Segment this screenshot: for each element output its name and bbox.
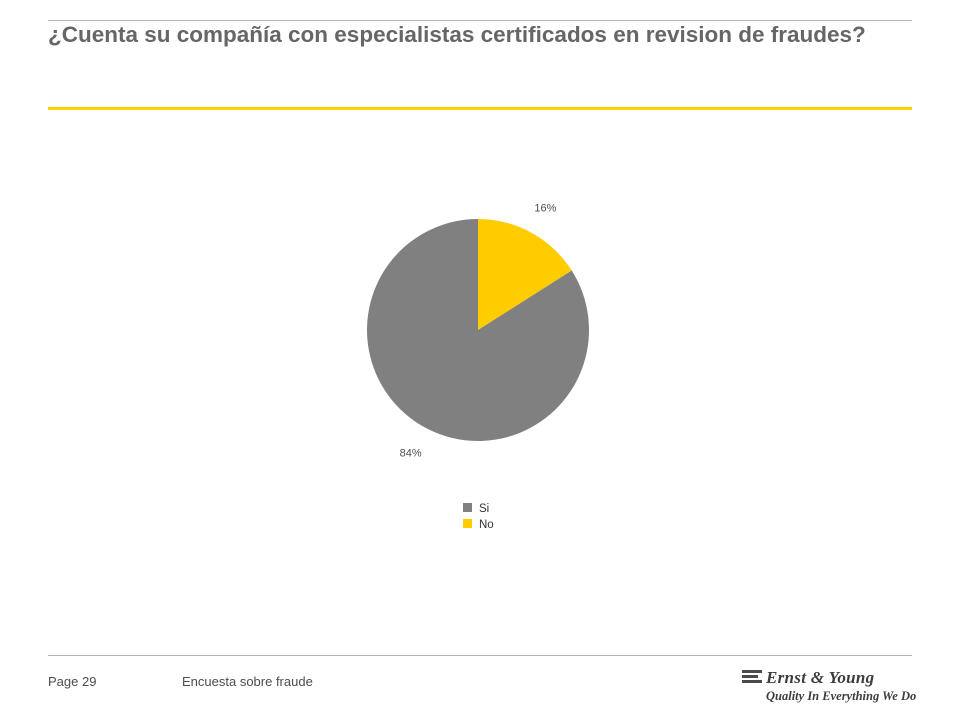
top-divider	[48, 20, 912, 21]
legend-label-no: No	[479, 519, 494, 531]
legend-swatch-si	[463, 503, 472, 512]
chart-legend: Si No	[463, 503, 494, 531]
page-number: Page 29	[48, 674, 97, 689]
logo-company-name: Ernst & Young	[766, 668, 875, 687]
pie-slice-si	[367, 219, 590, 441]
pie-slice-no	[478, 219, 572, 330]
legend-label-si: Si	[479, 503, 489, 515]
logo-mark-icon	[742, 670, 762, 686]
slide-title: ¿Cuenta su compañía con especialistas ce…	[48, 22, 866, 47]
legend-swatch-no	[463, 519, 472, 528]
pie-slice-labels: 16% 84%	[400, 202, 557, 459]
slice-label-no: 16%	[534, 202, 556, 214]
slice-label-si: 84%	[400, 448, 422, 460]
pie-slices	[367, 219, 590, 441]
title-underline	[48, 107, 912, 110]
logo-tagline: Quality In Everything We Do	[766, 689, 917, 703]
footer-divider	[48, 655, 912, 656]
ernst-young-logo: Ernst & Young Quality In Everything We D…	[742, 668, 920, 710]
document-name: Encuesta sobre fraude	[182, 674, 313, 689]
